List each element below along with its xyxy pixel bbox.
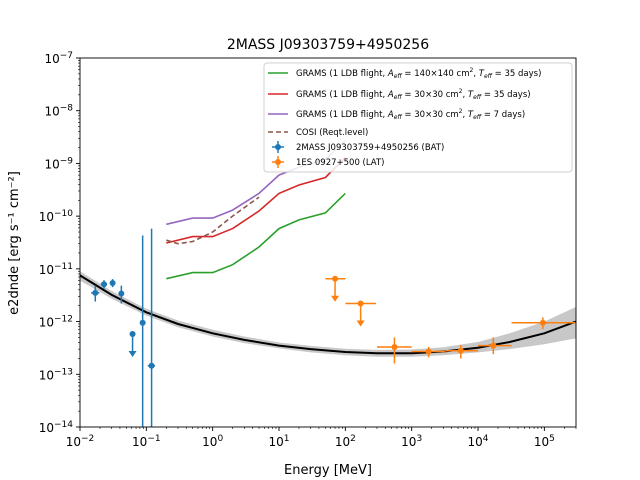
- legend-item-4: 2MASS J09303759+4950256 (BAT): [272, 141, 444, 153]
- y-axis-label: e2dnde [erg s⁻¹ cm⁻²]: [7, 171, 22, 315]
- series-line-3: [166, 196, 260, 245]
- y-tick-label-2: 10−12: [39, 315, 73, 330]
- x-tick-label-1: 10−1: [132, 434, 161, 449]
- y-tick-label-0: 10−14: [39, 420, 74, 435]
- legend-box: [263, 62, 573, 173]
- x-axis-ticks: 10−2 10−1 100 101 102 103 104 105: [66, 427, 577, 449]
- data-point-1-1: [345, 300, 377, 327]
- x-tick-label-2: 100: [202, 434, 223, 449]
- y-axis-ticks: 10−14 10−13 10−12 10−11 10−10 10−9 10−8 10−7: [39, 51, 80, 435]
- x-tick-label-6: 104: [468, 434, 489, 449]
- legend-item-0: GRAMS (1 LDB flight, Aeff = 140×140 cm2,…: [268, 67, 541, 80]
- y-tick-label-3: 10−11: [39, 262, 73, 277]
- legend-item-1: GRAMS (1 LDB flight, Aeff = 30×30 cm2, T…: [268, 88, 531, 101]
- data-point-0-2: [109, 279, 116, 288]
- x-axis-label: Energy [MeV]: [284, 463, 372, 478]
- legend-item-2: GRAMS (1 LDB flight, Aeff = 30×30 cm2, T…: [268, 108, 525, 121]
- data-point-1-6: [511, 317, 576, 330]
- legend-label-2: GRAMS (1 LDB flight, Aeff = 30×30 cm2, T…: [296, 108, 525, 121]
- data-point-1-2: [376, 337, 412, 364]
- data-point-1-3: [411, 346, 446, 358]
- x-tick-label-0: 10−2: [66, 434, 95, 449]
- legend-label-1: GRAMS (1 LDB flight, Aeff = 30×30 cm2, T…: [296, 88, 531, 101]
- data-point-1-4: [445, 344, 479, 359]
- legend-label-4: 2MASS J09303759+4950256 (BAT): [296, 143, 444, 153]
- data-point-0-5: [139, 235, 146, 427]
- y-tick-label-5: 10−9: [44, 156, 73, 171]
- data-point-0-1: [100, 280, 107, 289]
- x-tick-label-3: 101: [268, 434, 289, 449]
- data-point-1-5: [478, 337, 512, 355]
- data-point-0-4: [128, 331, 137, 358]
- x-tick-label-7: 105: [534, 434, 555, 449]
- x-tick-label-4: 102: [335, 434, 356, 449]
- chart-title: 2MASS J09303759+4950256: [227, 37, 429, 53]
- legend-label-5: 1ES 0927+500 (LAT): [296, 158, 384, 168]
- y-tick-label-7: 10−7: [44, 51, 73, 66]
- y-tick-label-6: 10−8: [44, 104, 73, 119]
- legend-item-5: 1ES 0927+500 (LAT): [272, 156, 384, 168]
- legend-label-0: GRAMS (1 LDB flight, Aeff = 140×140 cm2,…: [296, 67, 541, 80]
- plot-frame: [79, 57, 577, 428]
- data-points-layer: [91, 228, 576, 427]
- legend: GRAMS (1 LDB flight, Aeff = 140×140 cm2,…: [263, 62, 573, 173]
- data-point-0-6: [147, 228, 155, 427]
- data-point-0-3: [118, 285, 125, 304]
- sensitivity-lines-layer: [80, 140, 576, 355]
- y-tick-label-4: 10−10: [39, 209, 74, 224]
- data-point-0-0: [91, 285, 100, 302]
- y-tick-label-1: 10−13: [39, 367, 73, 382]
- legend-item-3: COSI (Reqt.level): [268, 128, 368, 138]
- legend-label-3: COSI (Reqt.level): [296, 128, 368, 138]
- series-line-1: [166, 156, 346, 244]
- x-tick-label-5: 103: [401, 434, 422, 449]
- series-line-0: [166, 192, 346, 280]
- data-point-1-0: [325, 275, 346, 302]
